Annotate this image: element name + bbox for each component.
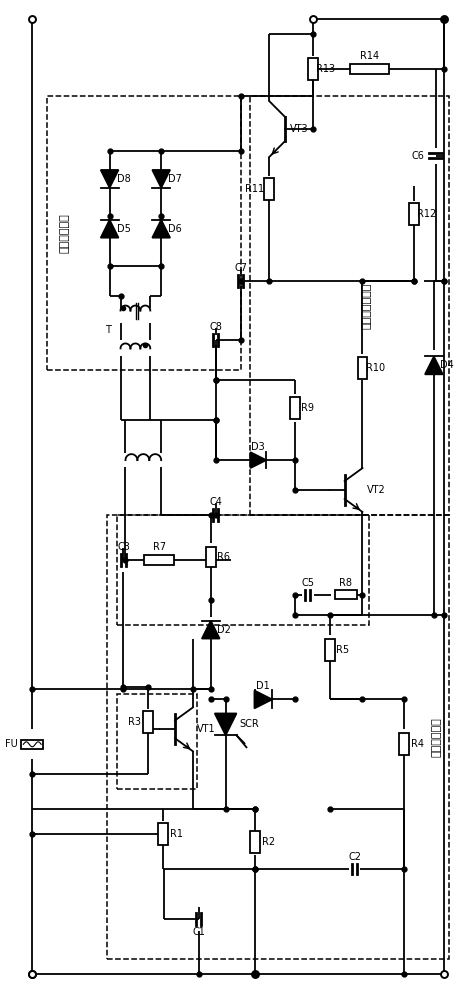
Text: D5: D5	[117, 224, 130, 234]
Polygon shape	[101, 220, 119, 238]
Bar	[358, 357, 368, 379]
Bar	[144, 555, 174, 565]
Text: D1: D1	[256, 681, 270, 691]
Bar	[350, 64, 389, 74]
Text: R11: R11	[245, 184, 264, 194]
Text: R3: R3	[128, 717, 141, 727]
Bar	[335, 590, 356, 599]
Text: R10: R10	[366, 363, 385, 373]
Text: D8: D8	[117, 174, 130, 184]
Text: R4: R4	[410, 739, 424, 749]
Text: R2: R2	[262, 837, 275, 847]
Text: R1: R1	[170, 829, 183, 839]
Bar	[250, 831, 260, 853]
Text: C8: C8	[209, 322, 222, 332]
Text: R7: R7	[153, 542, 166, 552]
Text: VT1: VT1	[197, 724, 215, 734]
Polygon shape	[250, 452, 266, 468]
Text: R12: R12	[417, 209, 437, 219]
Bar	[308, 58, 318, 80]
Text: D4: D4	[440, 360, 453, 370]
Polygon shape	[101, 170, 119, 188]
Bar	[47, 96, 241, 370]
Text: C6: C6	[411, 151, 425, 161]
Bar	[117, 515, 369, 625]
Text: R14: R14	[360, 51, 379, 61]
Text: 负载触发式电路: 负载触发式电路	[361, 282, 371, 329]
Polygon shape	[152, 220, 170, 238]
Text: C2: C2	[348, 852, 361, 862]
Text: FU: FU	[5, 739, 17, 749]
Text: C5: C5	[301, 578, 314, 588]
Bar	[117, 694, 197, 789]
Text: D2: D2	[217, 625, 231, 635]
Bar	[250, 96, 449, 515]
Bar	[143, 711, 153, 733]
Polygon shape	[425, 356, 443, 374]
Text: R8: R8	[339, 578, 352, 588]
Text: VT3: VT3	[290, 124, 309, 134]
Text: D6: D6	[168, 224, 182, 234]
Bar	[325, 639, 335, 661]
Text: T: T	[105, 325, 111, 335]
Bar	[264, 178, 274, 200]
Bar	[290, 397, 300, 419]
Text: VT2: VT2	[367, 485, 385, 495]
Text: C3: C3	[117, 542, 130, 552]
Bar	[206, 547, 216, 567]
Bar	[409, 203, 419, 225]
Text: D3: D3	[252, 442, 265, 452]
Text: R5: R5	[336, 645, 349, 655]
Polygon shape	[202, 621, 219, 639]
Bar	[158, 823, 168, 845]
Text: C4: C4	[209, 497, 222, 507]
Text: R9: R9	[301, 403, 314, 413]
Text: D7: D7	[168, 174, 182, 184]
Text: C7: C7	[234, 263, 247, 273]
Bar	[21, 740, 43, 749]
Bar	[399, 733, 409, 755]
Text: R6: R6	[217, 552, 230, 562]
Text: 负阻振荡电路: 负阻振荡电路	[60, 213, 70, 253]
Polygon shape	[152, 170, 170, 188]
Polygon shape	[215, 713, 237, 735]
Text: 自激缓冲电路: 自激缓冲电路	[432, 717, 442, 757]
Text: C1: C1	[192, 927, 205, 937]
Polygon shape	[255, 690, 272, 708]
Bar	[106, 515, 449, 959]
Text: SCR: SCR	[240, 719, 259, 729]
Text: R13: R13	[316, 64, 335, 74]
